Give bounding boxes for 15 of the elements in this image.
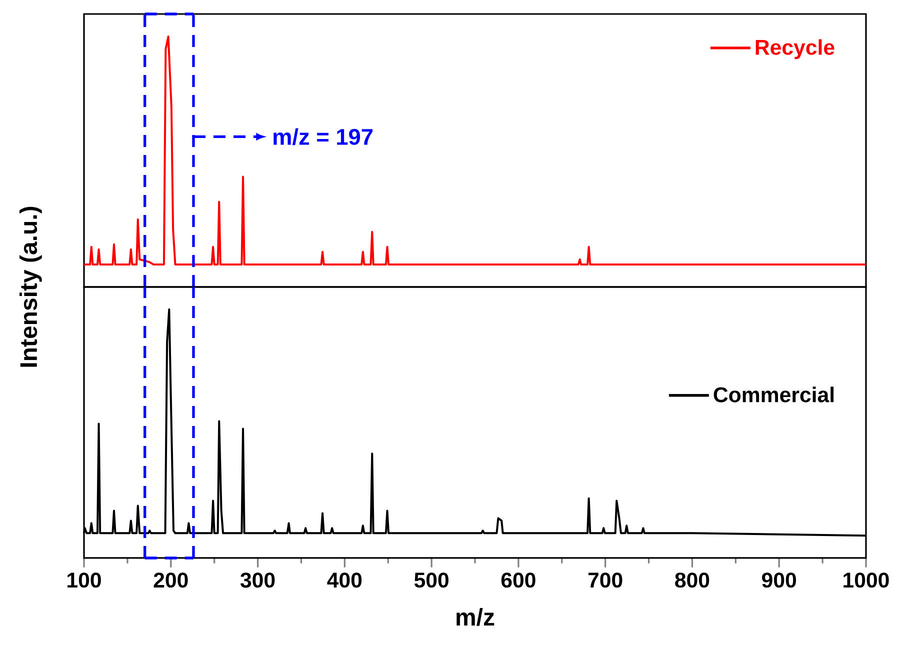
annotation: m/z = 197 bbox=[274, 128, 372, 146]
x-tick-label: 700 bbox=[588, 572, 622, 588]
x-tick-label: 900 bbox=[762, 572, 796, 588]
x-axis-title: m/z bbox=[456, 608, 494, 626]
x-tick-label: 400 bbox=[327, 572, 362, 588]
x-tick-label: 100 bbox=[68, 572, 101, 588]
x-tick-label: 500 bbox=[414, 572, 448, 588]
legend-label: Commercial bbox=[714, 386, 834, 402]
x-tick-label: 1000 bbox=[844, 572, 889, 588]
x-tick-label: 600 bbox=[501, 572, 536, 588]
x-tick-label: 300 bbox=[240, 572, 275, 588]
legend-label: Recycle bbox=[756, 39, 834, 60]
x-tick-label: 800 bbox=[675, 572, 710, 588]
y-axis-title: Intensity (a.u.) bbox=[19, 206, 42, 367]
x-tick-label: 200 bbox=[154, 572, 188, 588]
